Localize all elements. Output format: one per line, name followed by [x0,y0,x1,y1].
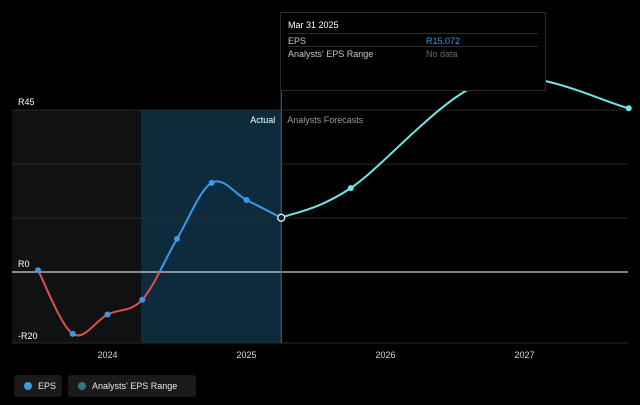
actual-region-label: Actual [250,115,275,125]
y-tick-label-1: R0 [18,259,30,269]
tooltip-date: Mar 31 2025 [288,20,339,30]
eps-chart-svg: R45 R0 -R20 2024 2025 2026 2027 Actual Analysts … [12,75,632,360]
eps-chart: R45 R0 -R20 2024 2025 2026 2027 Actual Analysts … [12,75,632,360]
eps-point-4 [174,235,180,242]
actual-band [141,110,282,343]
range-circle-icon [78,382,86,390]
legend-eps-label: EPS [38,381,57,391]
legend-range-button[interactable]: Analysts' EPS Range [68,375,196,397]
forecast-region-label: Analysts Forecasts [287,115,364,125]
legend-eps-button[interactable]: EPS [14,375,62,397]
legend-range-label: Analysts' EPS Range [92,381,178,391]
tooltip-eps-value: R15.072 [426,36,461,46]
x-tick-label-2: 2026 [375,350,395,360]
x-tick-label-0: 2024 [97,350,117,360]
eps-point-7 [277,213,286,222]
x-tick-label-3: 2027 [514,350,534,360]
eps-point-2 [104,311,111,318]
eps-point-3 [139,296,146,303]
eps-circle-icon [24,382,32,390]
y-tick-label-0: R45 [18,97,35,107]
forecast-point-1 [347,185,354,192]
tooltip-row-eps: EPS R15.072 [288,33,538,48]
eps-point-1 [69,330,76,337]
forecast-line [280,75,629,219]
tooltip-range-label: Analysts' EPS Range [288,49,374,59]
tooltip-row-range: Analysts' EPS Range No data [288,46,538,61]
eps-point-6 [243,197,250,203]
past-background-band [12,110,141,343]
y-tick-label-2: -R20 [18,331,38,341]
eps-point-5 [208,179,215,186]
tooltip-range-value: No data [426,49,458,59]
x-tick-label-1: 2025 [236,350,256,360]
eps-point-0 [35,267,41,274]
forecast-point-3 [625,105,632,112]
tooltip-eps-label: EPS [288,36,307,46]
eps-line-positive [37,180,282,272]
chart-tooltip: Mar 31 2025 EPS R15.072 Analysts' EPS Ra… [280,12,546,91]
